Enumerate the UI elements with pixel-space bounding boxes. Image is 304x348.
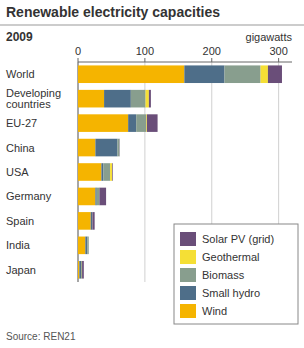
category-label: Spain — [6, 215, 34, 227]
tick-mark — [78, 58, 79, 62]
bar-segment — [128, 114, 136, 132]
category-label-line: World — [6, 68, 35, 80]
category-label: Germany — [6, 190, 52, 202]
bar-segment — [103, 163, 110, 181]
category-label-line: Japan — [6, 264, 36, 276]
bar-segment — [82, 261, 84, 279]
bar-segment — [117, 139, 119, 157]
tick-label: 200 — [203, 45, 221, 57]
tick-label: 100 — [136, 45, 154, 57]
category-label-line: India — [6, 239, 31, 251]
bar-segment — [146, 90, 149, 108]
tick-mark — [144, 58, 145, 62]
legend-label: Geothermal — [202, 251, 259, 263]
category-label: India — [6, 239, 31, 251]
tick-label: 0 — [75, 45, 81, 57]
category-label: USA — [6, 166, 29, 178]
category-label: China — [6, 142, 36, 154]
bar-segment — [95, 188, 96, 206]
category-label: EU-27 — [6, 117, 37, 129]
bar-segment — [99, 188, 106, 206]
bar-segment — [95, 139, 117, 157]
bar-segment — [131, 90, 146, 108]
bar-segment — [136, 114, 146, 132]
category-label: World — [6, 68, 35, 80]
axis-line — [78, 62, 292, 63]
legend-label: Biomass — [202, 269, 245, 281]
bar-segment — [79, 261, 81, 279]
bar-segment — [78, 237, 85, 255]
bar-segment — [87, 237, 88, 255]
legend-box — [174, 224, 298, 324]
bar-segment — [97, 188, 100, 206]
category-label-line: countries — [6, 98, 51, 110]
bar-segment — [101, 163, 103, 181]
subtitle: 2009 — [6, 30, 33, 44]
tick-mark — [211, 58, 212, 62]
bar-segment — [261, 65, 268, 83]
bar-segment — [104, 90, 131, 108]
bar-segment — [88, 237, 89, 255]
title-rule — [0, 25, 304, 26]
bar-segment — [78, 163, 101, 181]
category-label: Japan — [6, 264, 36, 276]
bar-segment — [85, 237, 87, 255]
bar-segment — [119, 139, 120, 157]
bar-segment — [91, 212, 92, 230]
category-label-line: Germany — [6, 190, 52, 202]
legend-swatch — [180, 268, 196, 282]
category-label: Developingcountries — [6, 87, 61, 110]
bar-segment — [224, 65, 260, 83]
legend-swatch — [180, 232, 196, 246]
axis-label: gigawatts — [246, 31, 293, 43]
bar-segment — [147, 114, 158, 132]
bar-segment — [184, 65, 224, 83]
legend-swatch — [180, 304, 196, 318]
legend-label: Wind — [202, 305, 227, 317]
tick-mark — [278, 58, 279, 62]
category-label-line: China — [6, 142, 36, 154]
bar-segment — [78, 65, 184, 83]
category-label-line: EU-27 — [6, 117, 37, 129]
bar-segment — [78, 114, 128, 132]
legend: Solar PV (grid) Geothermal Biomass Small hy… — [174, 224, 298, 324]
bar-segment — [78, 90, 104, 108]
bar-segment — [78, 261, 79, 279]
bar-segment — [92, 212, 94, 230]
bar-segment — [88, 237, 89, 255]
bar-segment — [112, 163, 114, 181]
bar-segment — [268, 65, 282, 83]
legend-label: Solar PV (grid) — [202, 233, 274, 245]
source: Source: REN21 — [6, 331, 76, 342]
category-label-line: USA — [6, 166, 29, 178]
legend-label: Small hydro — [202, 287, 260, 299]
bar-segment — [78, 188, 95, 206]
bar-segment — [149, 90, 151, 108]
legend-swatch — [180, 250, 196, 264]
bar-segment — [78, 212, 91, 230]
chart: Renewable electricity capacities 2009 giga… — [0, 0, 304, 348]
title: Renewable electricity capacities — [6, 4, 220, 20]
legend-swatch — [180, 286, 196, 300]
bar-segment — [78, 139, 95, 157]
bar-segment — [119, 139, 120, 157]
bar-segment — [110, 163, 112, 181]
category-label-line: Spain — [6, 215, 34, 227]
tick-label: 300 — [269, 45, 287, 57]
